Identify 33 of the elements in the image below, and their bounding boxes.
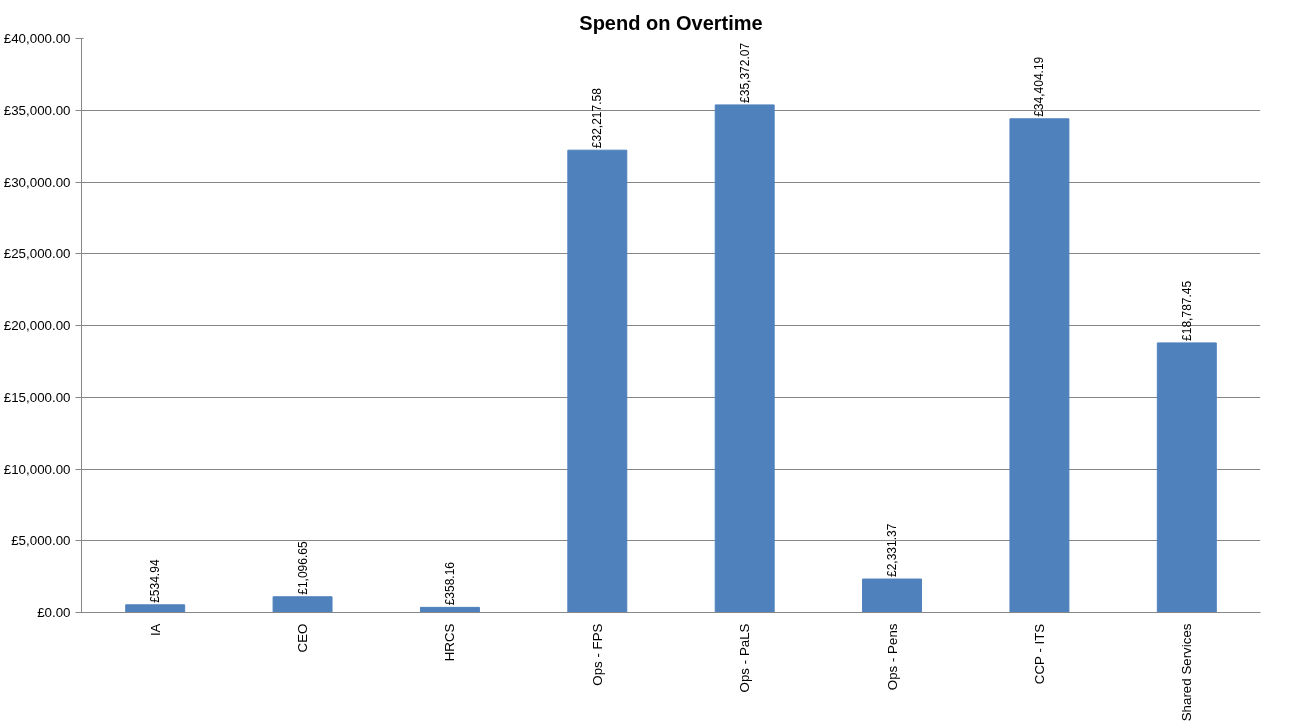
y-tick-label: £15,000.00: [3, 389, 71, 405]
x-tick-label: Ops - Pens: [884, 623, 900, 691]
x-tick-label: IA: [147, 623, 163, 637]
data-label: £1,096.65: [295, 541, 310, 595]
bar: [1156, 342, 1217, 613]
y-tick-label: £35,000.00: [3, 102, 71, 118]
y-tick-label: £30,000.00: [3, 174, 71, 190]
x-tick-label: Ops - FPS: [589, 623, 605, 686]
y-tick-label: £0.00: [37, 605, 71, 620]
data-label: £18,787.45: [1179, 280, 1194, 341]
data-label: £34,404.19: [1032, 56, 1047, 117]
y-tick-label: £5,000.00: [11, 533, 71, 549]
bar: [567, 149, 628, 613]
data-label: £32,217.58: [590, 87, 605, 149]
y-tick-label: £25,000.00: [3, 246, 71, 262]
bar: [272, 596, 333, 613]
y-tick-label: £20,000.00: [3, 318, 71, 333]
bar: [1009, 118, 1070, 613]
bar: [862, 578, 923, 613]
data-label: £2,331.37: [885, 523, 900, 578]
data-label: £35,372.07: [737, 42, 752, 103]
bar: [125, 604, 186, 613]
x-tick-label: HRCS: [442, 623, 458, 662]
y-tick-label: £10,000.00: [3, 461, 71, 477]
x-tick-label: CEO: [295, 623, 311, 653]
bar: [714, 104, 775, 613]
x-tick-label: Shared Services: [1179, 623, 1195, 722]
y-tick-label: £40,000.00: [3, 31, 71, 46]
x-tick-label: Ops - PaLS: [737, 623, 753, 693]
data-label: £358.16: [442, 561, 457, 606]
chart-title: Spend on Overtime: [579, 11, 763, 34]
data-label: £534.94: [148, 559, 163, 603]
x-tick-label: CCP - ITS: [1031, 623, 1047, 685]
